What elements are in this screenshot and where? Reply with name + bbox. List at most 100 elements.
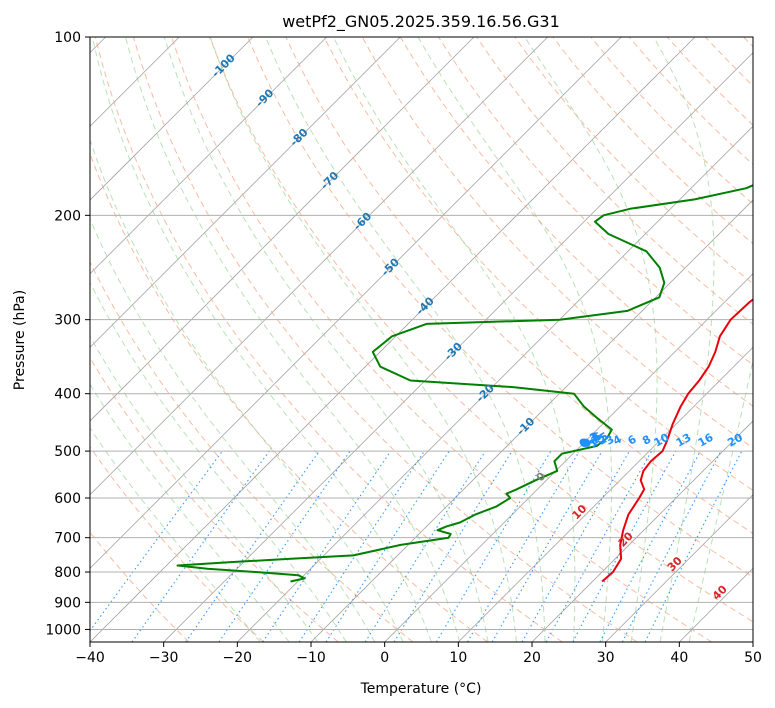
moist-adiabat-line	[417, 37, 612, 642]
plot-frame	[89, 36, 754, 643]
isotherm-label: -60	[351, 209, 374, 232]
reference-arc-line	[0, 37, 64, 642]
dry-adiabat-line	[90, 260, 414, 642]
isotherm-line	[90, 37, 327, 275]
moist-adiabat-line	[163, 37, 489, 642]
y-tick-label: 300	[54, 313, 81, 329]
dry-adiabat-line	[247, 37, 753, 578]
mixing-ratio-label: 8	[640, 433, 653, 448]
isotherm-label: -10	[514, 415, 537, 438]
x-tick-label: 0	[380, 650, 389, 666]
y-tick-label: 700	[54, 531, 81, 547]
x-tick-label: 40	[670, 650, 688, 666]
chart-title: wetPf2_GN05.2025.359.16.56.G31	[282, 12, 560, 32]
isotherm-label: -50	[379, 255, 402, 278]
dry-adiabat-line	[590, 37, 753, 205]
y-tick-label: 600	[54, 491, 81, 507]
x-tick-label: 20	[523, 650, 541, 666]
moist-adiabat-line	[90, 335, 319, 642]
mixing-ratio-label: 16	[696, 431, 716, 450]
mixing-ratio-line	[325, 450, 450, 642]
mixing-ratio-line	[185, 450, 320, 642]
x-tick-label: −20	[223, 650, 253, 666]
isotherm-line	[90, 37, 622, 569]
mixing-ratio-line	[467, 450, 580, 642]
y-tick-label: 800	[54, 565, 81, 581]
warm-isotherm-label: 40	[710, 583, 730, 603]
dewpoint-profile-line	[176, 184, 753, 583]
isotherm-line	[458, 346, 753, 642]
isotherm-line	[90, 37, 401, 348]
dry-adiabat-line	[94, 37, 563, 642]
moist-adiabat-line	[90, 427, 261, 642]
dry-adiabat-line	[132, 37, 638, 642]
warm-isotherm-label: 30	[665, 554, 685, 574]
isotherm-label: -70	[318, 169, 341, 192]
moist-adiabat-line	[91, 37, 432, 642]
moist-adiabat-line	[653, 37, 715, 642]
x-tick-label: −30	[149, 650, 179, 666]
dry-adiabat-line	[437, 37, 753, 366]
y-tick-label: 200	[54, 208, 81, 224]
mixing-ratio-label: 25	[762, 431, 775, 450]
x-axis: −40 −30 −20 −10 0 10 20 30 40 50	[75, 642, 762, 666]
moist-adiabat-line	[524, 37, 658, 642]
dry-adiabat-line	[514, 37, 753, 285]
moist-adiabat-line	[688, 358, 753, 642]
isotherm-label: -90	[253, 86, 276, 109]
y-axis: 1000 900 800 700 600 500 400 300 200 100	[45, 30, 90, 638]
mixing-ratio-label: 20	[725, 431, 745, 450]
dry-adiabat-line	[209, 37, 753, 623]
background-lines	[0, 37, 753, 642]
y-axis-label: Pressure (hPa)	[12, 290, 28, 390]
dry-adiabat-line	[90, 356, 339, 642]
mixing-ratio-line	[131, 450, 270, 642]
mixing-ratio-line	[90, 450, 223, 632]
x-tick-label: 50	[744, 650, 762, 666]
y-tick-label: 400	[54, 387, 81, 403]
mixing-ratio-line	[435, 450, 552, 642]
x-axis-label: Temperature (°C)	[360, 681, 482, 697]
y-tick-label: 900	[54, 595, 81, 611]
isotherm-line	[90, 37, 475, 422]
dry-adiabat-line	[704, 37, 753, 87]
dry-adiabat-line	[90, 446, 264, 642]
isotherm-label: -80	[287, 126, 310, 149]
moist-adiabat-line	[90, 383, 290, 642]
dry-adiabat-line	[323, 37, 753, 491]
mixing-ratio-line	[393, 450, 513, 642]
mixing-ratio-label: 6	[625, 432, 638, 447]
isotherm-line	[531, 420, 753, 642]
dry-adiabat-line	[743, 37, 753, 48]
moist-adiabat-line	[265, 37, 546, 642]
mixing-ratio-line	[262, 450, 392, 642]
isotherm-line	[384, 273, 753, 642]
dry-adiabat-line	[90, 152, 488, 642]
dry-adiabat-line	[666, 37, 753, 126]
dry-adiabat-line	[90, 531, 190, 642]
x-tick-label: 10	[449, 650, 467, 666]
isotherm-label: -100	[209, 51, 238, 80]
isotherm-line	[237, 125, 753, 642]
moist-adiabat-line	[90, 217, 376, 642]
x-tick-label: −10	[296, 650, 326, 666]
moist-adiabat-line	[90, 281, 347, 642]
mixing-ratio-line	[545, 450, 653, 642]
dry-adiabat-line	[552, 37, 753, 245]
sounding-profiles	[176, 184, 753, 583]
isotherm-line	[679, 567, 753, 642]
dry-adiabat-line	[476, 37, 753, 325]
moist-adiabat-line	[90, 138, 404, 642]
mixing-ratio-line	[644, 450, 743, 642]
dry-adiabat-line	[171, 37, 712, 642]
y-tick-label: 1000	[45, 622, 81, 638]
isotherm-label: -40	[414, 294, 437, 317]
mixing-ratio-line	[364, 450, 486, 642]
dry-adiabat-line	[285, 37, 753, 535]
mixing-ratio-line	[218, 450, 351, 642]
moist-adiabat-line	[332, 37, 576, 642]
isotherm-line	[90, 37, 696, 642]
mixing-ratio-line	[572, 450, 677, 642]
temperature-profile-line	[601, 298, 753, 583]
